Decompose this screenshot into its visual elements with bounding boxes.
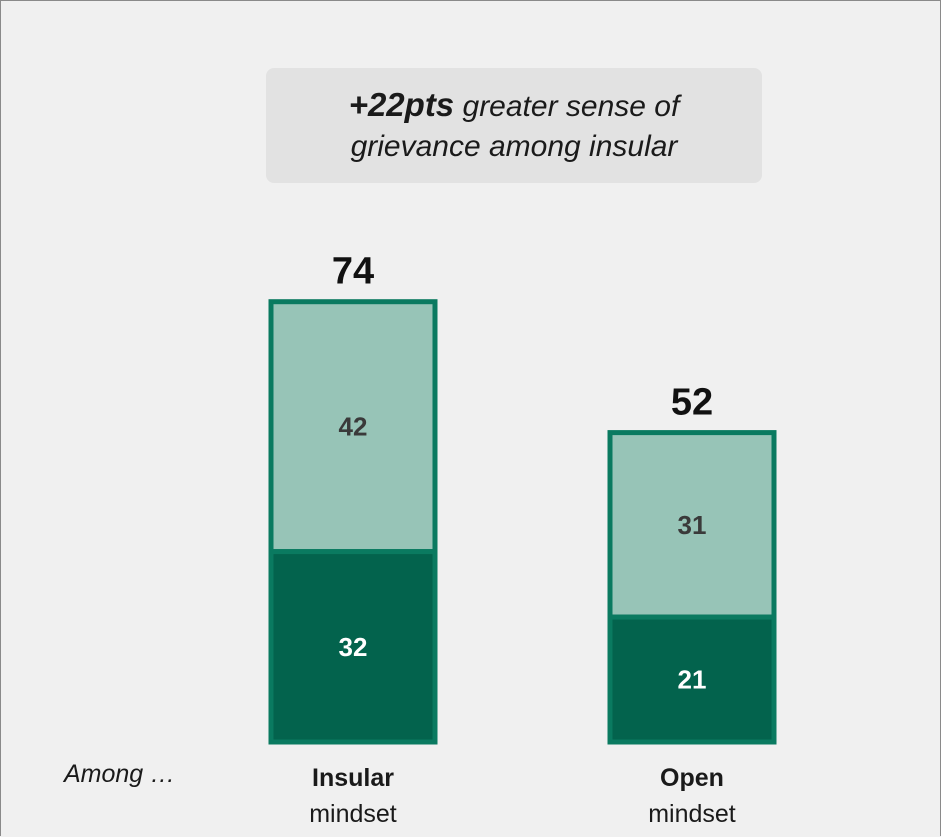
- among-label: Among …: [64, 760, 176, 788]
- bar-segment-bottom: [268, 549, 438, 745]
- bar-segment-bottom: [607, 614, 777, 745]
- category-label-open: Open mindset: [582, 760, 802, 832]
- category-label-insular: Insular mindset: [243, 760, 463, 832]
- callout-line-1: +22pts greater sense of: [349, 85, 680, 127]
- total-label: 74: [332, 251, 374, 293]
- category-bold-label: Insular: [312, 764, 394, 792]
- category-sub-label: mindset: [648, 800, 736, 828]
- callout-highlight: +22pts: [348, 85, 455, 123]
- callout-line-2: grievance among insular: [350, 129, 678, 163]
- category-sub-label: mindset: [309, 800, 397, 828]
- callout-box: +22pts greater sense of grievance among …: [266, 68, 762, 183]
- total-label: 52: [671, 382, 713, 424]
- data-label-top: 31: [678, 510, 707, 540]
- data-label-top: 42: [339, 412, 368, 442]
- category-bold-label: Open: [660, 764, 724, 792]
- data-label-bottom: 32: [339, 632, 368, 662]
- data-label-bottom: 21: [678, 665, 707, 695]
- callout-line1-text: greater sense of: [454, 89, 680, 123]
